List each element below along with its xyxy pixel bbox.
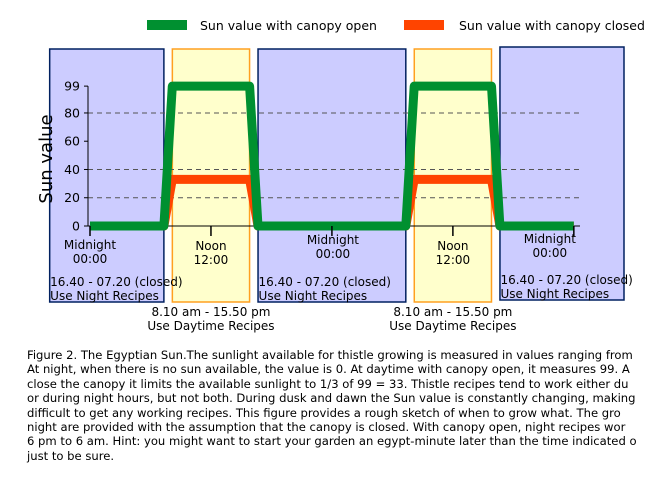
- caption-line: Figure 2. The Egyptian Sun.The sunlight …: [27, 348, 633, 362]
- figure-caption: Figure 2. The Egyptian Sun.The sunlight …: [27, 348, 648, 463]
- time-markers: Midnight00:00Noon12:00Midnight00:00Noon1…: [64, 226, 576, 267]
- caption-line: or during night hours, but not both. Dur…: [27, 391, 636, 406]
- time-marker-name: Midnight: [307, 233, 359, 247]
- night-period-time-label: 16.40 - 07.20 (closed): [500, 273, 632, 287]
- time-marker-time: 12:00: [436, 253, 471, 267]
- time-marker-time: 00:00: [533, 246, 568, 260]
- time-marker-name: Noon: [437, 239, 468, 253]
- day-period-time-label: 8.10 am - 15.50 pm: [151, 305, 270, 319]
- day-period-time-label: 8.10 am - 15.50 pm: [393, 305, 512, 319]
- caption-line: At night, when there is no sun available…: [27, 362, 630, 377]
- caption-line: difficult to get any working recipes. Th…: [27, 405, 621, 420]
- night-period-box: [257, 48, 407, 303]
- night-period-use-label: Use Night Recipes: [50, 289, 159, 303]
- caption-line: close the canopy it limits the available…: [27, 376, 629, 391]
- night-period-use-label: Use Night Recipes: [500, 287, 609, 301]
- night-period-time-label: 16.40 - 07.20 (closed): [50, 275, 182, 289]
- time-marker-time: 00:00: [73, 252, 108, 266]
- y-tick-label: 99: [64, 79, 80, 94]
- night-period-use-label: Use Night Recipes: [259, 289, 368, 303]
- y-axis-label: Sun value: [36, 114, 57, 203]
- time-marker-name: Noon: [195, 239, 226, 253]
- period-boxes: [48, 46, 625, 303]
- legend-swatch: [404, 20, 444, 30]
- night-period-box: [499, 46, 625, 301]
- caption-line: night are provided with the assumption t…: [27, 420, 626, 435]
- legend-label: Sun value with canopy closed: [459, 18, 645, 33]
- night-period-time-label: 16.40 - 07.20 (closed): [259, 275, 391, 289]
- caption-line: 6 pm to 6 am. Hint: you might want to st…: [27, 434, 637, 449]
- caption-line: just to be sure.: [27, 448, 115, 463]
- time-marker-name: Midnight: [64, 238, 116, 252]
- time-marker-time: 12:00: [194, 253, 229, 267]
- y-tick-label: 0: [72, 219, 80, 234]
- y-tick-label: 20: [64, 190, 80, 205]
- y-tick-label: 40: [64, 162, 80, 177]
- time-marker-time: 00:00: [316, 247, 351, 261]
- legend: Sun value with canopy open Sun value with…: [147, 18, 645, 33]
- y-tick-label: 80: [64, 105, 80, 120]
- night-period-box: [48, 48, 165, 303]
- period-labels: 16.40 - 07.20 (closed)Use Night Recipes8…: [50, 273, 633, 333]
- legend-swatch: [147, 20, 187, 30]
- time-marker-name: Midnight: [524, 232, 576, 246]
- legend-label: Sun value with canopy open: [200, 18, 377, 33]
- day-period-use-label: Use Daytime Recipes: [147, 319, 274, 333]
- day-period-use-label: Use Daytime Recipes: [389, 319, 516, 333]
- y-tick-label: 60: [64, 134, 80, 149]
